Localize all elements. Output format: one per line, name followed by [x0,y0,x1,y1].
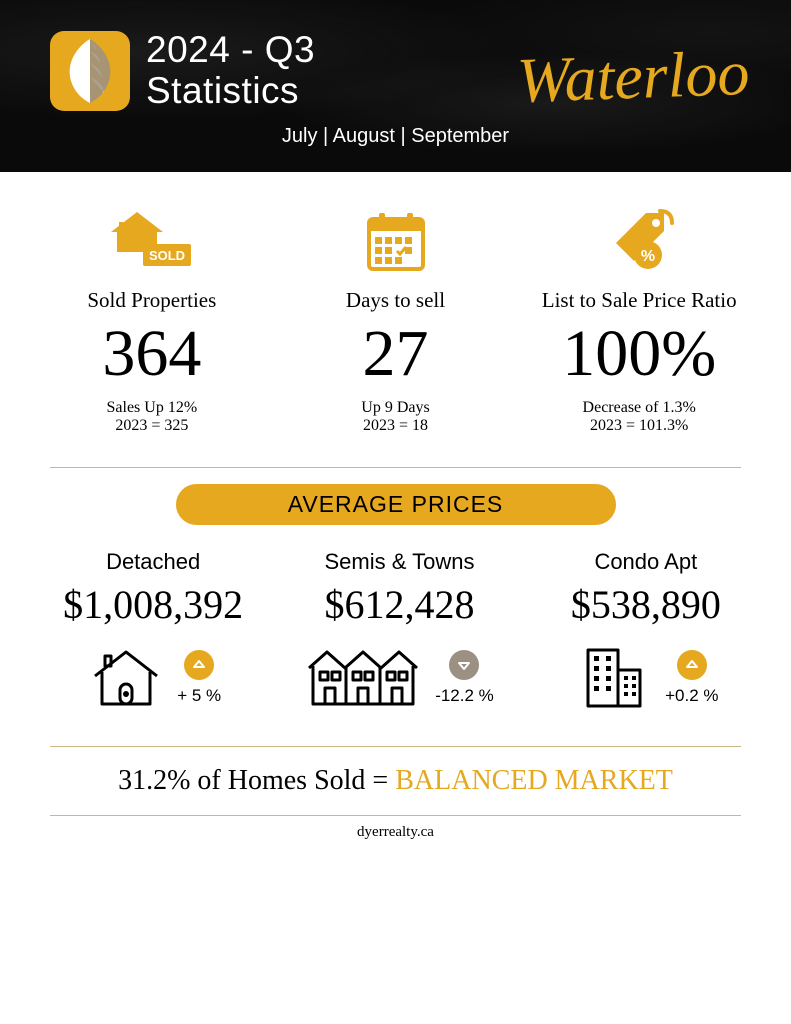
trend-down-icon [449,650,479,680]
stat-prev: 2023 = 101.3% [517,417,761,435]
stat-value: 27 [274,321,518,387]
trend-up-icon [184,650,214,680]
stat-note: Up 9 Days [274,399,518,417]
price-tag-icon: % [517,206,761,278]
stat-sold-properties: SOLD Sold Properties 364 Sales Up 12% 20… [30,206,274,435]
page-title: 2024 - Q3 Statistics [146,30,315,111]
house-icon [85,642,167,714]
market-summary: 31.2% of Homes Sold = BALANCED MARKET [0,747,791,815]
stat-note: Decrease of 1.3% [517,399,761,417]
stat-note: Sales Up 12% [30,399,274,417]
region-name: Waterloo [515,36,750,118]
summary-prefix: 31.2% of Homes Sold = [118,765,395,796]
building-icon [573,642,655,714]
stat-value: 100% [517,321,761,387]
average-prices-heading: AVERAGE PRICES [176,484,616,525]
price-semis-towns: Semis & Towns $612,428 [276,549,522,714]
price-label: Condo Apt [523,549,769,575]
trend-change: + 5 % [177,686,221,706]
stat-days-to-sell: Days to sell 27 Up 9 Days 2023 = 18 [274,206,518,435]
price-value: $538,890 [523,581,769,628]
header-subtitle: July | August | September [50,125,741,148]
divider [50,467,741,468]
price-label: Detached [30,549,276,575]
stat-prev: 2023 = 325 [30,417,274,435]
price-value: $612,428 [276,581,522,628]
price-value: $1,008,392 [30,581,276,628]
brand-logo [50,31,130,111]
trend-change: -12.2 % [435,686,494,706]
townhouse-icon [305,642,425,714]
stat-label: Days to sell [274,288,518,313]
prices-row: Detached $1,008,392 + 5 % [0,525,791,724]
header-banner: 2024 - Q3 Statistics Waterloo July | Aug… [0,0,791,172]
stat-value: 364 [30,321,274,387]
title-line-1: 2024 - Q3 [146,29,315,70]
trend-change: +0.2 % [665,686,718,706]
stat-label: List to Sale Price Ratio [517,288,761,313]
stat-list-sale-ratio: % List to Sale Price Ratio 100% Decrease… [517,206,761,435]
footer-url: dyerrealty.ca [0,816,791,859]
summary-highlight: BALANCED MARKET [395,765,673,796]
top-stats-row: SOLD Sold Properties 364 Sales Up 12% 20… [0,172,791,455]
title-line-2: Statistics [146,70,299,111]
svg-text:SOLD: SOLD [149,248,185,263]
price-detached: Detached $1,008,392 + 5 % [30,549,276,714]
stat-label: Sold Properties [30,288,274,313]
stat-prev: 2023 = 18 [274,417,518,435]
trend-up-icon [677,650,707,680]
calendar-icon [274,206,518,278]
price-condo-apt: Condo Apt $538,890 [523,549,769,714]
svg-text:%: % [641,248,655,265]
house-sold-icon: SOLD [30,206,274,278]
price-label: Semis & Towns [276,549,522,575]
